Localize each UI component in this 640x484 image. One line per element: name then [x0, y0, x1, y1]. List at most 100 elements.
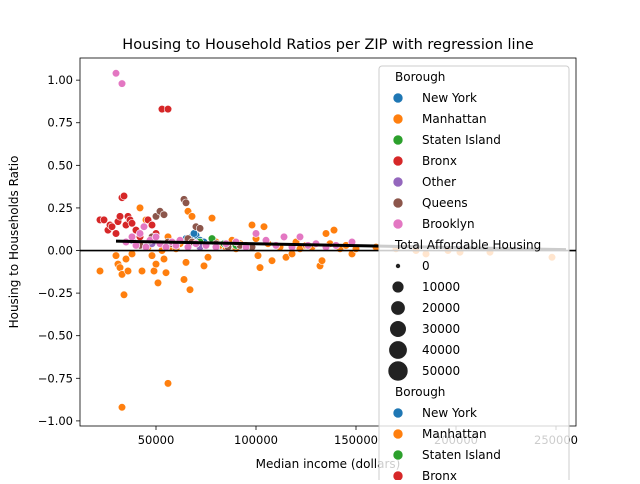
data-point [179, 275, 189, 284]
legend-entry-label: Brooklyn [422, 217, 475, 231]
data-point [295, 232, 305, 241]
plot-frame [79, 57, 577, 427]
y-tick-label: −0.25 [38, 286, 73, 300]
y-tick-label: −0.75 [38, 371, 73, 385]
data-point [189, 229, 199, 238]
data-point [187, 212, 197, 221]
legend-marker [392, 113, 404, 125]
data-point [115, 263, 125, 272]
data-point [159, 254, 169, 264]
legend-size-marker [388, 340, 408, 360]
data-point [203, 253, 213, 262]
y-tick-label: −1.00 [38, 414, 73, 428]
data-point [329, 226, 339, 235]
legend-box [378, 65, 570, 484]
legend-size-label: 10000 [422, 280, 460, 294]
legend-size-marker [389, 320, 407, 338]
data-point [199, 261, 209, 271]
data-point [253, 251, 263, 260]
data-point [251, 229, 261, 238]
data-point [185, 285, 195, 294]
legend-marker [392, 197, 404, 209]
y-axis-label: Housing to Households Ratio [7, 156, 21, 329]
legend-entry-label: New York [422, 91, 477, 105]
legend-marker [392, 155, 404, 167]
chart-title: Housing to Household Ratios per ZIP with… [122, 37, 533, 53]
data-point [181, 198, 191, 207]
data-point [161, 268, 171, 277]
y-tick-label: 1.00 [47, 73, 73, 87]
legend-entry-label: Manhattan [422, 427, 487, 441]
legend-marker [392, 92, 404, 104]
x-tick-label: 50000 [138, 433, 175, 447]
data-point [153, 278, 163, 288]
data-point [121, 254, 131, 264]
x-tick-label: 100000 [234, 433, 278, 447]
data-point [195, 224, 205, 233]
data-point [259, 222, 269, 231]
legend-marker [392, 428, 404, 440]
data-point [107, 222, 117, 231]
legend-size-label: 30000 [422, 322, 460, 336]
legend-size-label: 0 [422, 259, 430, 273]
y-tick-label: 0.00 [47, 244, 73, 258]
legend-hue-title: Borough [395, 70, 445, 84]
data-point [119, 191, 129, 201]
data-point [181, 258, 191, 267]
data-point [163, 104, 173, 114]
data-point [95, 266, 105, 276]
data-point [255, 263, 265, 272]
x-axis-label: Median income (dollars) [256, 457, 401, 471]
legend-marker [392, 218, 404, 230]
data-point [321, 229, 331, 238]
data-point [139, 222, 149, 231]
data-point [115, 212, 125, 221]
legend-marker [392, 449, 404, 461]
legend-marker [392, 407, 404, 419]
legend-size-marker [395, 263, 401, 269]
data-point [147, 251, 157, 260]
data-point [159, 210, 169, 219]
legend-marker [392, 176, 404, 188]
legend-entry-label: Bronx [422, 469, 457, 480]
legend-marker [392, 470, 404, 482]
legend-entry-label: Queens [422, 196, 468, 210]
data-point [135, 229, 145, 238]
data-point [127, 232, 137, 241]
data-point [111, 251, 121, 260]
legend-marker [392, 134, 404, 146]
data-point [151, 260, 161, 269]
data-point [147, 220, 157, 230]
legend-entry-label: Other [422, 175, 456, 189]
data-point [111, 69, 121, 78]
legend-repeat-title: Borough [395, 385, 445, 399]
legend-entry-label: Staten Island [422, 448, 501, 462]
y-tick-label: 0.50 [47, 158, 73, 172]
legend-size-label: 40000 [422, 343, 460, 357]
data-point [247, 220, 257, 230]
data-point [207, 214, 217, 223]
y-tick-label: −0.50 [38, 329, 73, 343]
data-point [99, 215, 109, 224]
data-point [117, 79, 127, 88]
data-point [163, 379, 173, 388]
data-point [111, 229, 121, 238]
x-tick-label: 150000 [334, 433, 378, 447]
legend-size-label: 20000 [422, 301, 460, 315]
legend-size-label: 50000 [422, 364, 460, 378]
legend-size-marker [391, 280, 405, 294]
data-point [117, 403, 127, 412]
data-point [123, 266, 133, 276]
data-point [149, 266, 159, 276]
legend-entry-label: New York [422, 406, 477, 420]
data-point [135, 203, 145, 212]
legend: Borough New York Manhattan Staten Island Bro… [378, 65, 570, 484]
legend-size-title: Total Affordable Housing [394, 238, 541, 252]
data-point [127, 219, 137, 228]
data-point [151, 232, 161, 241]
data-point [267, 256, 277, 265]
data-point [137, 266, 147, 276]
y-tick-label: 0.75 [47, 116, 73, 130]
